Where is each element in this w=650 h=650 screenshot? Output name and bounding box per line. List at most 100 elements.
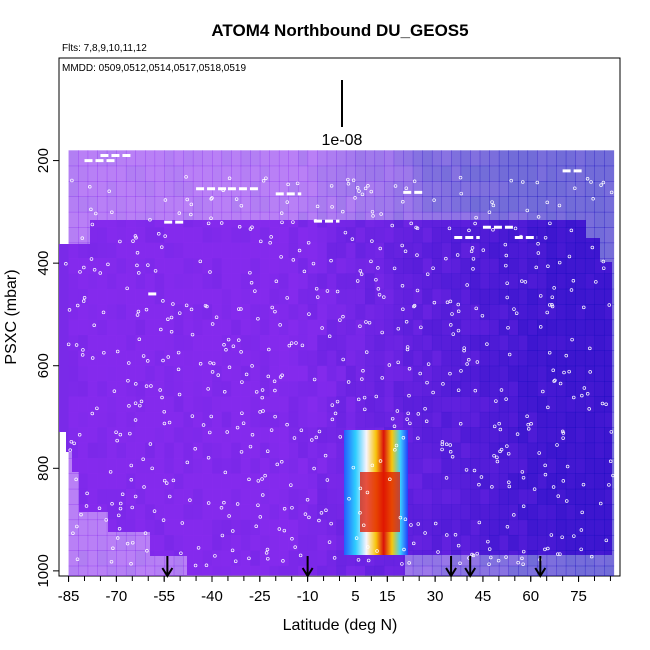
curtain-cell [259, 534, 270, 551]
sample-point [561, 479, 566, 483]
sample-point [487, 210, 492, 214]
curtain-cell [518, 227, 529, 244]
plot-area [59, 150, 615, 576]
curtain-cell [498, 196, 509, 213]
curtain-cell [259, 273, 270, 290]
sample-point [314, 286, 319, 291]
curtain-cell [135, 288, 146, 305]
curtain-cell [288, 381, 299, 397]
curtain-cell [192, 150, 203, 167]
curtain-cell [336, 519, 347, 536]
curtain-cell [556, 381, 567, 397]
curtain-cell [87, 350, 98, 367]
curtain-cell [135, 550, 146, 567]
curtain-cell [250, 473, 261, 490]
sample-point [193, 447, 197, 451]
curtain-cell [518, 150, 529, 167]
curtain-cell [336, 350, 347, 367]
curtain-cell [556, 304, 567, 321]
curtain-cell [259, 319, 270, 336]
curtain-cell [527, 304, 538, 321]
sample-point [409, 221, 413, 226]
curtain-cell [441, 458, 452, 474]
curtain-cell [527, 442, 538, 459]
curtain-cell [441, 350, 452, 367]
curtain-cell [403, 534, 414, 551]
curtain-cell [546, 334, 557, 351]
curtain-cell [154, 488, 165, 505]
curtain-cell [116, 304, 127, 321]
curtain-cell [546, 519, 557, 536]
curtain-cell [250, 488, 261, 505]
sample-point [159, 327, 163, 332]
curtain-cell [431, 242, 442, 259]
curtain-cell [97, 196, 108, 213]
curtain-cell [403, 211, 414, 228]
sample-point [213, 554, 217, 558]
curtain-cell [498, 519, 509, 536]
curtain-cell [116, 442, 127, 459]
curtain-cell [145, 181, 156, 197]
curtain-cell [87, 258, 98, 274]
sample-point [485, 342, 489, 346]
curtain-cell [259, 288, 270, 305]
curtain-cell [584, 319, 595, 336]
curtain-cell [298, 181, 309, 197]
curtain-cell [87, 488, 98, 505]
curtain-cell [537, 473, 548, 490]
curtain-cell [231, 473, 242, 490]
curtain-cell [288, 304, 299, 321]
curtain-cell [518, 196, 529, 213]
curtain-cell [518, 442, 529, 459]
curtain-cell [221, 150, 232, 167]
curtain-cell [336, 273, 347, 290]
curtain-cell [508, 211, 519, 228]
curtain-cell [154, 150, 165, 167]
curtain-cell [518, 319, 529, 336]
curtain-cell [278, 565, 289, 576]
curtain-cell [508, 396, 519, 413]
sample-point [290, 505, 294, 510]
sample-point [266, 556, 270, 561]
curtain-cell [441, 396, 452, 413]
curtain-cell [489, 519, 500, 536]
curtain-cell [125, 196, 136, 213]
sample-point [259, 239, 263, 244]
sample-point [358, 511, 362, 515]
curtain-cell [336, 411, 347, 428]
curtain-cell [307, 211, 318, 228]
curtain-cell [298, 365, 309, 382]
curtain-cell [345, 227, 356, 244]
sample-point [329, 184, 334, 188]
curtain-cell [546, 227, 557, 244]
curtain-cell [384, 365, 395, 382]
curtain-cell [594, 565, 605, 576]
curtain-cell [412, 534, 423, 551]
curtain-cell [451, 365, 462, 382]
sample-point [367, 320, 372, 325]
curtain-cell [192, 258, 203, 274]
curtain-cell [116, 211, 127, 228]
curtain-cell [422, 181, 433, 197]
curtain-cell [498, 411, 509, 428]
dust-plume-core [360, 472, 400, 532]
curtain-cell [125, 211, 136, 228]
sample-point [230, 548, 235, 553]
curtain-cell [479, 211, 490, 228]
curtain-cell [97, 381, 108, 397]
curtain-cell [298, 319, 309, 336]
curtain-cell [412, 150, 423, 167]
curtain-cell [584, 242, 595, 259]
curtain-cell [403, 288, 414, 305]
curtain-cell [87, 411, 98, 428]
curtain-cell [231, 381, 242, 397]
curtain-cell [125, 150, 136, 167]
curtain-cell [594, 242, 605, 259]
curtain-cell [508, 365, 519, 382]
sample-point [106, 262, 110, 267]
sample-point [292, 436, 297, 440]
curtain-cell [537, 211, 548, 228]
curtain-cell [393, 381, 404, 397]
curtain-cell [489, 396, 500, 413]
curtain-cell [231, 427, 242, 444]
